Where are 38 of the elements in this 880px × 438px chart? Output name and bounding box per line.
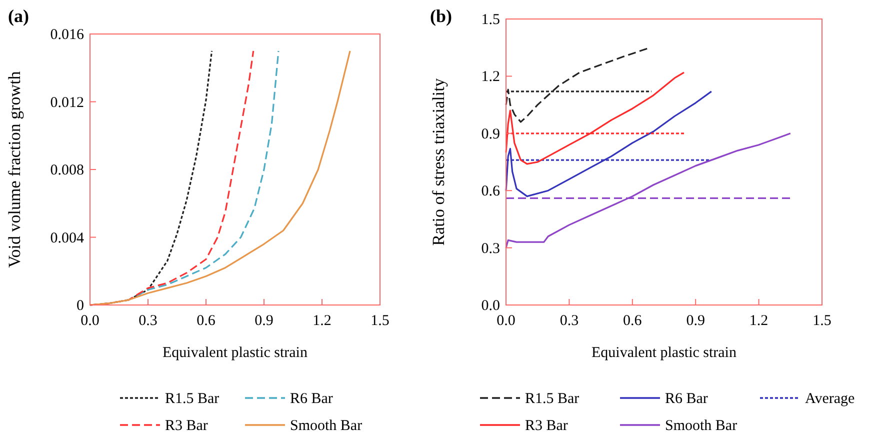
x-tick-label: 1.5 <box>370 313 390 329</box>
legend-label: R3 Bar <box>165 418 208 434</box>
x-tick-label: 1.2 <box>749 313 768 329</box>
legend-label: R6 Bar <box>290 391 333 407</box>
x-tick-label: 0.0 <box>496 313 516 329</box>
x-tick-label: 0.6 <box>196 313 216 329</box>
y-tick-label: 0.3 <box>481 240 500 257</box>
x-tick-label: 0.3 <box>560 313 579 329</box>
x-tick-label: 1.2 <box>312 313 332 329</box>
x-axis-title: Equivalent plastic strain <box>162 345 308 361</box>
x-tick-label: 1.5 <box>812 313 832 329</box>
legend-label: R1.5 Bar <box>165 391 220 407</box>
y-tick-label: 1.5 <box>481 12 500 28</box>
legend-label: R1.5 Bar <box>525 391 580 407</box>
x-tick-label: 0.6 <box>623 313 642 329</box>
x-tick-label: 0.9 <box>686 313 705 329</box>
y-axis-title: Void volume fraction growth <box>5 70 24 268</box>
chart-title: (b) <box>430 6 452 26</box>
y-tick-label: 0.016 <box>50 27 84 43</box>
x-tick-label: 0.0 <box>80 313 100 329</box>
y-tick-label: 0 <box>76 298 84 314</box>
legend-label: Average <box>805 391 856 407</box>
y-tick-label: 1.2 <box>481 69 500 86</box>
chart-title: (a) <box>8 6 29 26</box>
legend-label: Smooth Bar <box>290 418 362 434</box>
x-tick-label: 0.9 <box>254 313 274 329</box>
y-tick-label: 0.012 <box>50 94 84 111</box>
x-tick-label: 0.3 <box>138 313 158 329</box>
x-axis-title: Equivalent plastic strain <box>592 345 737 361</box>
y-tick-label: 0.0 <box>481 298 500 314</box>
y-tick-label: 0.008 <box>50 162 84 178</box>
y-axis-title: Ratio of stress triaxiality <box>429 78 448 246</box>
legend-label: Smooth Bar <box>665 418 738 434</box>
legend-label: R6 Bar <box>665 391 708 407</box>
y-tick-label: 0.004 <box>50 230 84 246</box>
legend-label: R3 Bar <box>525 418 568 434</box>
y-tick-label: 0.9 <box>481 126 500 142</box>
y-tick-label: 0.6 <box>481 184 500 200</box>
